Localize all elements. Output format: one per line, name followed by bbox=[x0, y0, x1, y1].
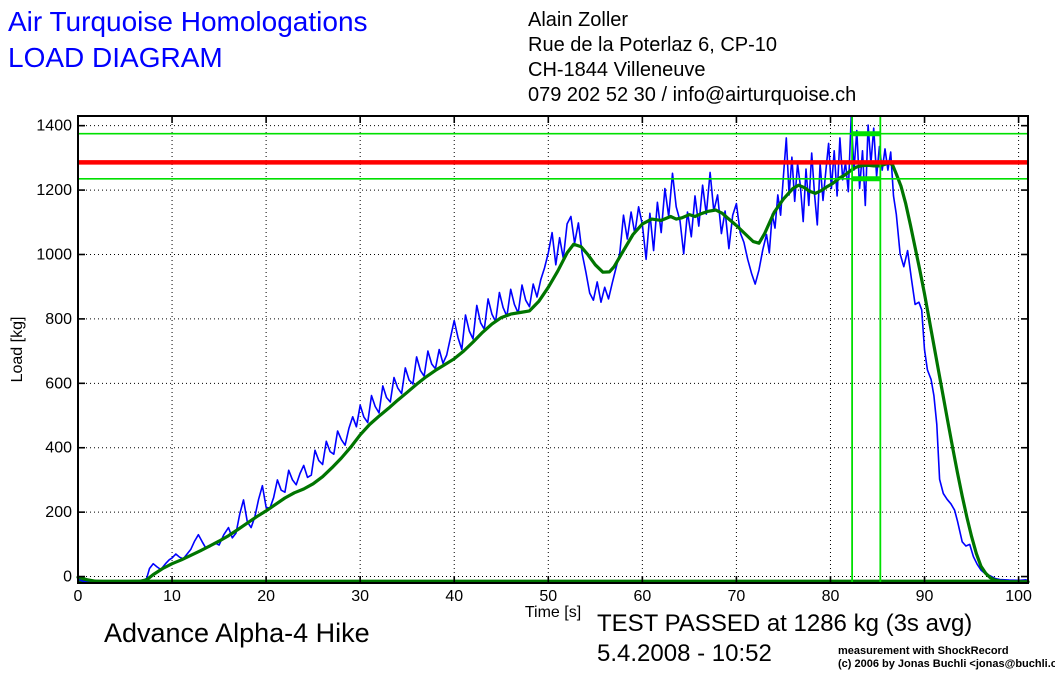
x-tick-label: 70 bbox=[728, 588, 746, 605]
x-tick-label: 80 bbox=[822, 588, 840, 605]
y-tick-label: 800 bbox=[45, 311, 72, 328]
contact-block: Alain Zoller Rue de la Poterlaz 6, CP-10… bbox=[528, 8, 856, 108]
contact-address2: CH-1844 Villeneuve bbox=[528, 59, 706, 81]
contact-phone-email: 079 202 52 30 / info@airturquoise.ch bbox=[528, 84, 857, 106]
y-tick-label: 1000 bbox=[36, 246, 72, 263]
raw-load-series bbox=[77, 115, 1027, 584]
report-title: Air Turquoise Homologations LOAD DIAGRAM bbox=[8, 4, 368, 76]
x-tick-label: 40 bbox=[445, 588, 463, 605]
y-tick-label: 200 bbox=[45, 504, 72, 521]
x-tick-label: 60 bbox=[633, 588, 651, 605]
credit-line-2: (c) 2006 by Jonas Buchli <jonas@buchli.o… bbox=[838, 658, 1055, 670]
x-tick-label: 20 bbox=[257, 588, 275, 605]
glider-name: Advance Alpha-4 Hike bbox=[104, 618, 370, 648]
test-result: TEST PASSED at 1286 kg (3s avg) bbox=[597, 610, 973, 637]
avg-load-series bbox=[76, 160, 1030, 584]
y-axis-label: Load [kg] bbox=[9, 317, 26, 383]
test-datetime: 5.4.2008 - 10:52 bbox=[597, 640, 772, 667]
x-tick-label: 30 bbox=[351, 588, 369, 605]
x-axis-label: Time [s] bbox=[525, 604, 581, 621]
contact-name: Alain Zoller bbox=[528, 9, 629, 31]
report-title-line2: LOAD DIAGRAM bbox=[8, 42, 223, 73]
x-tick-label: 100 bbox=[1005, 588, 1032, 605]
x-tick-label: 50 bbox=[539, 588, 557, 605]
y-tick-label: 600 bbox=[45, 375, 72, 392]
y-tick-label: 1200 bbox=[36, 182, 72, 199]
x-tick-label: 90 bbox=[916, 588, 934, 605]
credit-line-1: measurement with ShockRecord bbox=[838, 645, 1009, 657]
y-tick-label: 1400 bbox=[36, 118, 72, 135]
contact-address1: Rue de la Poterlaz 6, CP-10 bbox=[528, 34, 778, 56]
y-tick-label: 0 bbox=[63, 569, 72, 586]
report-title-line1: Air Turquoise Homologations bbox=[8, 6, 368, 37]
x-tick-label: 10 bbox=[163, 588, 181, 605]
x-tick-label: 0 bbox=[74, 588, 83, 605]
plot-frame bbox=[77, 115, 1029, 584]
y-tick-label: 400 bbox=[45, 440, 72, 457]
